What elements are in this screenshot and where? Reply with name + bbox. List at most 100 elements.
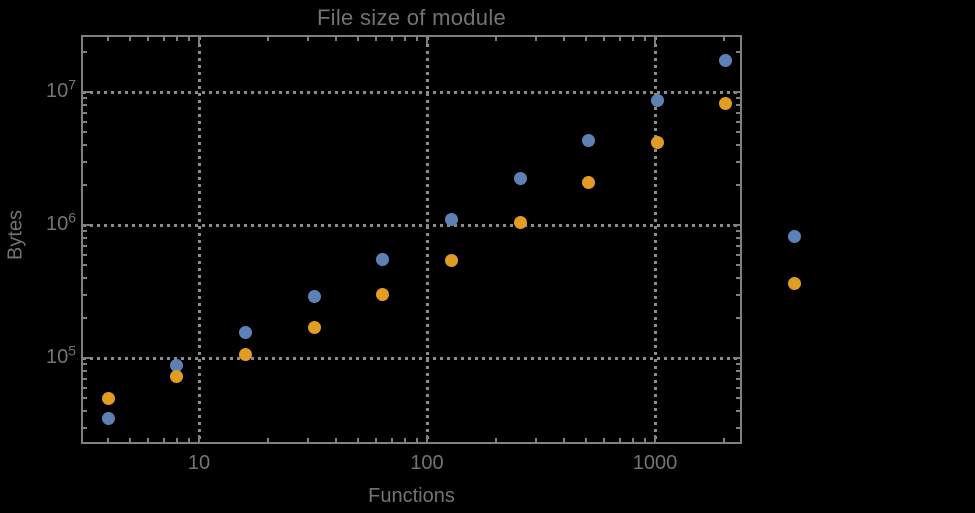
data-point-blue <box>444 212 458 226</box>
tick <box>722 37 725 41</box>
data-point-orange <box>444 253 458 267</box>
tick <box>736 264 740 267</box>
tick <box>643 438 646 442</box>
tick <box>631 37 634 41</box>
tick <box>375 37 378 41</box>
tick <box>357 37 360 41</box>
tick <box>83 386 87 389</box>
tick <box>403 438 406 442</box>
tick <box>736 230 740 233</box>
tick <box>83 397 87 400</box>
data-point-blue <box>239 326 253 340</box>
tick <box>83 103 87 106</box>
data-point-orange <box>513 215 527 229</box>
tick <box>736 363 740 366</box>
tick <box>175 37 178 41</box>
y-tick-label: 106 <box>45 209 76 235</box>
tick <box>736 386 740 389</box>
tick <box>175 438 178 442</box>
y-gridline <box>83 223 740 227</box>
tick <box>83 377 87 380</box>
chart-title: File size of module <box>316 5 507 30</box>
tick <box>83 253 87 256</box>
tick <box>426 435 428 442</box>
x-tick-label: 10 <box>187 452 211 474</box>
tick <box>426 37 428 44</box>
tick <box>736 377 740 380</box>
tick <box>736 397 740 400</box>
x-tick-label: 1000 <box>632 452 678 474</box>
tick <box>534 438 537 442</box>
tick <box>107 37 110 41</box>
tick <box>266 438 269 442</box>
data-point-blue <box>719 53 733 67</box>
tick <box>83 316 87 319</box>
y-gridline <box>83 356 740 360</box>
tick <box>83 50 87 53</box>
data-point-orange <box>582 176 596 190</box>
tick <box>736 316 740 319</box>
tick <box>403 37 406 41</box>
tick <box>266 37 269 41</box>
tick <box>736 120 740 123</box>
data-point-blue <box>788 229 802 243</box>
x-gridline <box>425 37 429 442</box>
tick <box>83 111 87 114</box>
tick <box>736 183 740 186</box>
tick <box>534 37 537 41</box>
tick <box>415 438 418 442</box>
x-gridline <box>197 37 201 442</box>
tick <box>736 160 740 163</box>
data-point-blue <box>376 252 390 266</box>
tick <box>335 37 338 41</box>
tick <box>736 143 740 146</box>
tick <box>585 37 588 41</box>
x-axis-label: Functions <box>368 485 455 507</box>
tick <box>187 438 190 442</box>
tick <box>733 91 740 93</box>
tick <box>198 435 200 442</box>
tick <box>83 97 87 100</box>
tick <box>563 438 566 442</box>
tick <box>107 438 110 442</box>
tick <box>162 37 165 41</box>
tick <box>736 236 740 239</box>
tick <box>83 363 87 366</box>
tick <box>733 224 740 226</box>
tick <box>375 438 378 442</box>
tick <box>618 438 621 442</box>
tick <box>736 111 740 114</box>
tick <box>83 91 90 93</box>
tick <box>603 37 606 41</box>
data-point-orange <box>307 320 321 334</box>
tick <box>129 37 132 41</box>
tick <box>357 438 360 442</box>
tick <box>494 37 497 41</box>
tick <box>603 438 606 442</box>
tick <box>494 438 497 442</box>
tick <box>390 37 393 41</box>
data-point-blue <box>650 93 664 107</box>
tick <box>736 97 740 100</box>
tick <box>83 357 90 359</box>
tick <box>643 37 646 41</box>
data-point-orange <box>239 347 253 361</box>
tick <box>736 131 740 134</box>
tick <box>736 103 740 106</box>
tick <box>306 438 309 442</box>
tick <box>83 224 90 226</box>
y-axis-label: Bytes <box>4 209 27 261</box>
x-tick-label: 100 <box>410 452 444 474</box>
data-point-blue <box>307 290 321 303</box>
x-gridline <box>653 37 657 442</box>
tick <box>733 357 740 359</box>
tick <box>83 120 87 123</box>
tick <box>736 409 740 412</box>
data-point-orange <box>170 370 184 384</box>
tick <box>736 293 740 296</box>
tick <box>631 438 634 442</box>
tick <box>83 369 87 372</box>
data-point-blue <box>170 358 184 372</box>
tick <box>415 37 418 41</box>
